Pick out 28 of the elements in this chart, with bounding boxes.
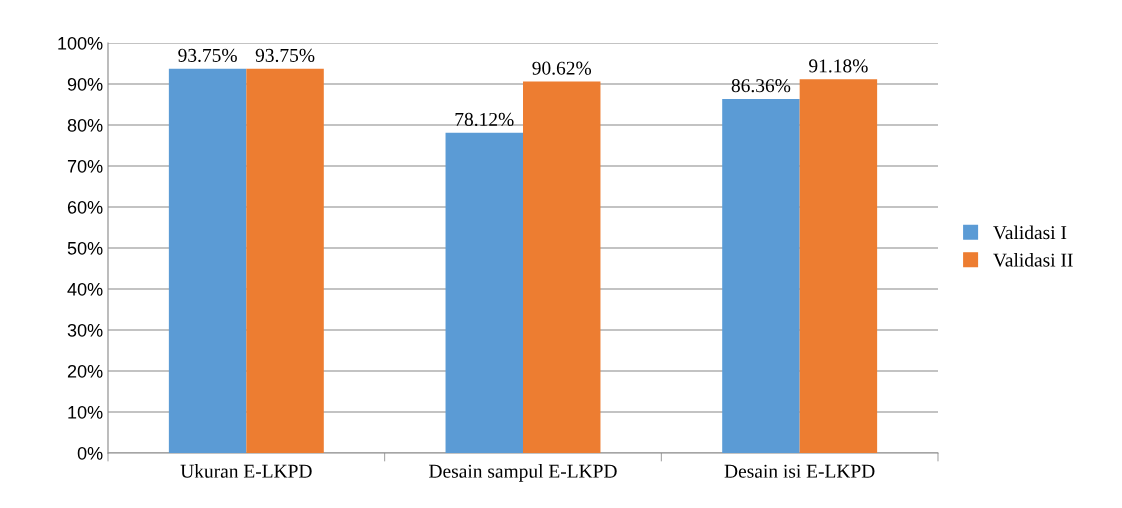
bar [722,98,800,453]
y-tick-label: 80% [67,118,103,132]
bar [445,132,523,453]
bar [246,68,324,453]
data-label: 91.18% [809,59,868,73]
y-tick-label: 20% [67,364,103,378]
data-label: 86.36% [731,79,791,93]
legend-label: Validasi II [993,252,1073,267]
x-tick-label: Ukuran E-LKPD [180,464,312,478]
data-label: 90.62% [532,61,592,75]
y-tick-label: 10% [68,405,103,419]
data-label: 93.75% [255,48,315,62]
data-label: 93.75% [178,48,237,62]
bar [168,68,247,453]
bar [799,79,878,453]
data-label: 78.12% [455,112,514,127]
y-tick-label: 100% [58,36,103,50]
bar [523,81,601,453]
y-tick-label: 0% [77,446,103,460]
y-tick-label: 70% [67,159,103,173]
y-tick-label: 50% [67,241,103,255]
legend-label: Validasi I [993,225,1067,240]
y-tick-label: 90% [67,77,103,91]
y-tick-label: 40% [67,282,103,296]
x-tick-label: Desain sampul E-LKPD [429,464,617,482]
x-tick-label: Desain isi E-LKPD [724,464,875,478]
y-tick-label: 30% [67,323,103,337]
y-tick-label: 60% [67,200,103,214]
